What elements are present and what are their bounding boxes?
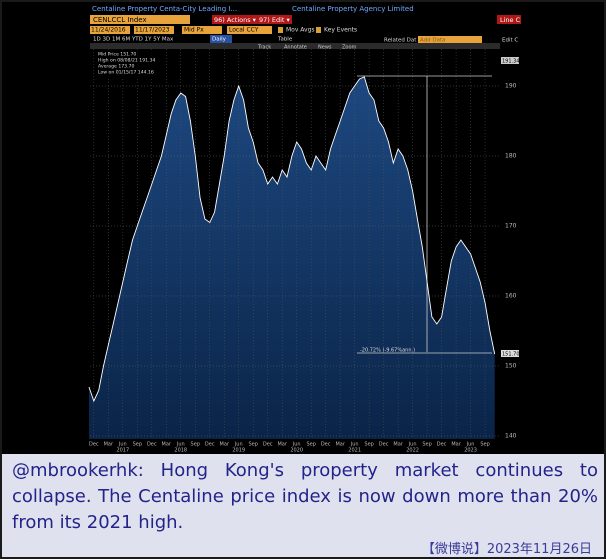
title-left: Centaline Property Centa-City Leading I.… — [92, 5, 237, 13]
end-field[interactable] — [134, 26, 174, 34]
year-label: 2023 — [464, 448, 477, 454]
periods[interactable]: 1D 3D 1M 6M YTD 1Y 5Y Max — [93, 37, 174, 43]
x-tick-label: Dec — [379, 442, 389, 448]
annotate[interactable]: Annotate — [284, 45, 307, 51]
legend-box — [94, 51, 166, 77]
frequency: Daily — [212, 37, 227, 43]
x-tick-label: Jun — [234, 442, 243, 448]
key-events[interactable]: Key Events — [324, 27, 357, 34]
ticker: CENLCCL Index — [93, 16, 147, 24]
field-box[interactable] — [182, 26, 222, 34]
related[interactable]: Related Dat — [384, 38, 417, 44]
x-tick-label: Dec — [263, 442, 273, 448]
x-tick-label: Mar — [335, 442, 345, 448]
table[interactable]: Table — [277, 37, 293, 43]
zoom[interactable]: Zoom — [342, 45, 357, 51]
toolbar — [212, 15, 292, 24]
legend-entry: Average 173.70 — [98, 64, 134, 70]
year-label: 2017 — [116, 448, 129, 454]
last-tag — [501, 350, 519, 357]
y-tick-label: 150 — [505, 362, 517, 369]
x-tick-label: Jun — [118, 442, 127, 448]
add-data: Add Data — [420, 38, 446, 44]
legend-entry: High on 08/08/21 191.34 — [98, 58, 155, 64]
y-tick-label: 170 — [505, 223, 517, 230]
track[interactable]: Track — [257, 45, 271, 51]
check[interactable] — [278, 27, 283, 33]
start-field[interactable] — [90, 26, 130, 34]
x-tick-label: Dec — [205, 442, 215, 448]
actions[interactable]: 96) Actions ▾ — [214, 16, 257, 24]
year-label: 2022 — [406, 448, 419, 454]
x-tick-label: Mar — [451, 442, 461, 448]
currency: Local CCY — [229, 27, 259, 34]
price-line — [88, 76, 496, 403]
x-tick-label: Jun — [408, 442, 417, 448]
x-tick-label: Mar — [162, 442, 172, 448]
x-tick-label: Jun — [350, 442, 359, 448]
legend-entry: Low on 01/15/17 144.16 — [98, 70, 154, 76]
x-tick-label: Mar — [220, 442, 230, 448]
ccy-box[interactable] — [227, 26, 272, 34]
x-tick-label: Dec — [147, 442, 157, 448]
high-label: 191.34 — [502, 59, 520, 65]
edit[interactable]: 97) Edit ▾ — [259, 16, 291, 24]
end-date: 11/17/2023 — [135, 27, 170, 34]
field: Mid Px — [184, 27, 204, 34]
x-tick-label: Sep — [422, 442, 431, 448]
year-label: 2018 — [174, 448, 187, 454]
area — [89, 76, 495, 440]
x-tick-label: Sep — [480, 442, 489, 448]
year-label: 2019 — [232, 448, 245, 454]
x-tick-label: Sep — [191, 442, 200, 448]
year-label: 2020 — [290, 448, 303, 454]
x-tick-label: Sep — [133, 442, 142, 448]
line-tab-text[interactable]: Line C — [500, 16, 521, 24]
y-tick-label: 190 — [505, 83, 517, 90]
check[interactable] — [316, 27, 321, 33]
x-tick-label: Mar — [277, 442, 287, 448]
y-tick-label: 160 — [505, 293, 517, 300]
x-tick-label: Mar — [393, 442, 403, 448]
high-tag — [501, 57, 519, 64]
tool-strip — [90, 43, 500, 49]
terminal: Centaline Property Centa-City Leading I.… — [2, 2, 604, 454]
x-tick-label: Sep — [364, 442, 373, 448]
start-date: 11/24/2016 — [91, 27, 126, 34]
y-tick-label: 140 — [505, 432, 517, 439]
line-tab — [497, 15, 521, 24]
x-tick-label: Jun — [292, 442, 301, 448]
news[interactable]: News — [318, 45, 332, 51]
x-tick-label: Dec — [437, 442, 447, 448]
x-tick-label: Mar — [104, 442, 114, 448]
title-right: Centaline Property Agency Limited — [292, 5, 414, 13]
caption: @mbrookerhk: Hong Kong's property market… — [12, 460, 598, 533]
ticker-field[interactable] — [90, 15, 190, 24]
y-tick-label: 180 — [505, 153, 517, 160]
edit-chart[interactable]: Edit C — [502, 38, 518, 44]
legend-entry: Mid Price 151.70 — [98, 52, 136, 58]
x-tick-label: Dec — [89, 442, 99, 448]
title-bar — [2, 2, 604, 14]
x-tick-label: Dec — [321, 442, 331, 448]
annotation: -20.72% (-9.67%ann.) — [360, 348, 415, 354]
freq-box[interactable] — [210, 35, 232, 43]
x-tick-label: Sep — [249, 442, 258, 448]
add-data-box[interactable] — [418, 36, 482, 43]
mov-avgs[interactable]: Mov Avgs — [286, 27, 315, 34]
year-label: 2021 — [348, 448, 361, 454]
x-tick-label: Jun — [176, 442, 185, 448]
x-tick-label: Jun — [466, 442, 475, 448]
x-tick-label: Sep — [306, 442, 315, 448]
last-label: 151.70 — [502, 352, 520, 358]
footer: 【微博说】2023年11月26日 — [421, 542, 592, 557]
